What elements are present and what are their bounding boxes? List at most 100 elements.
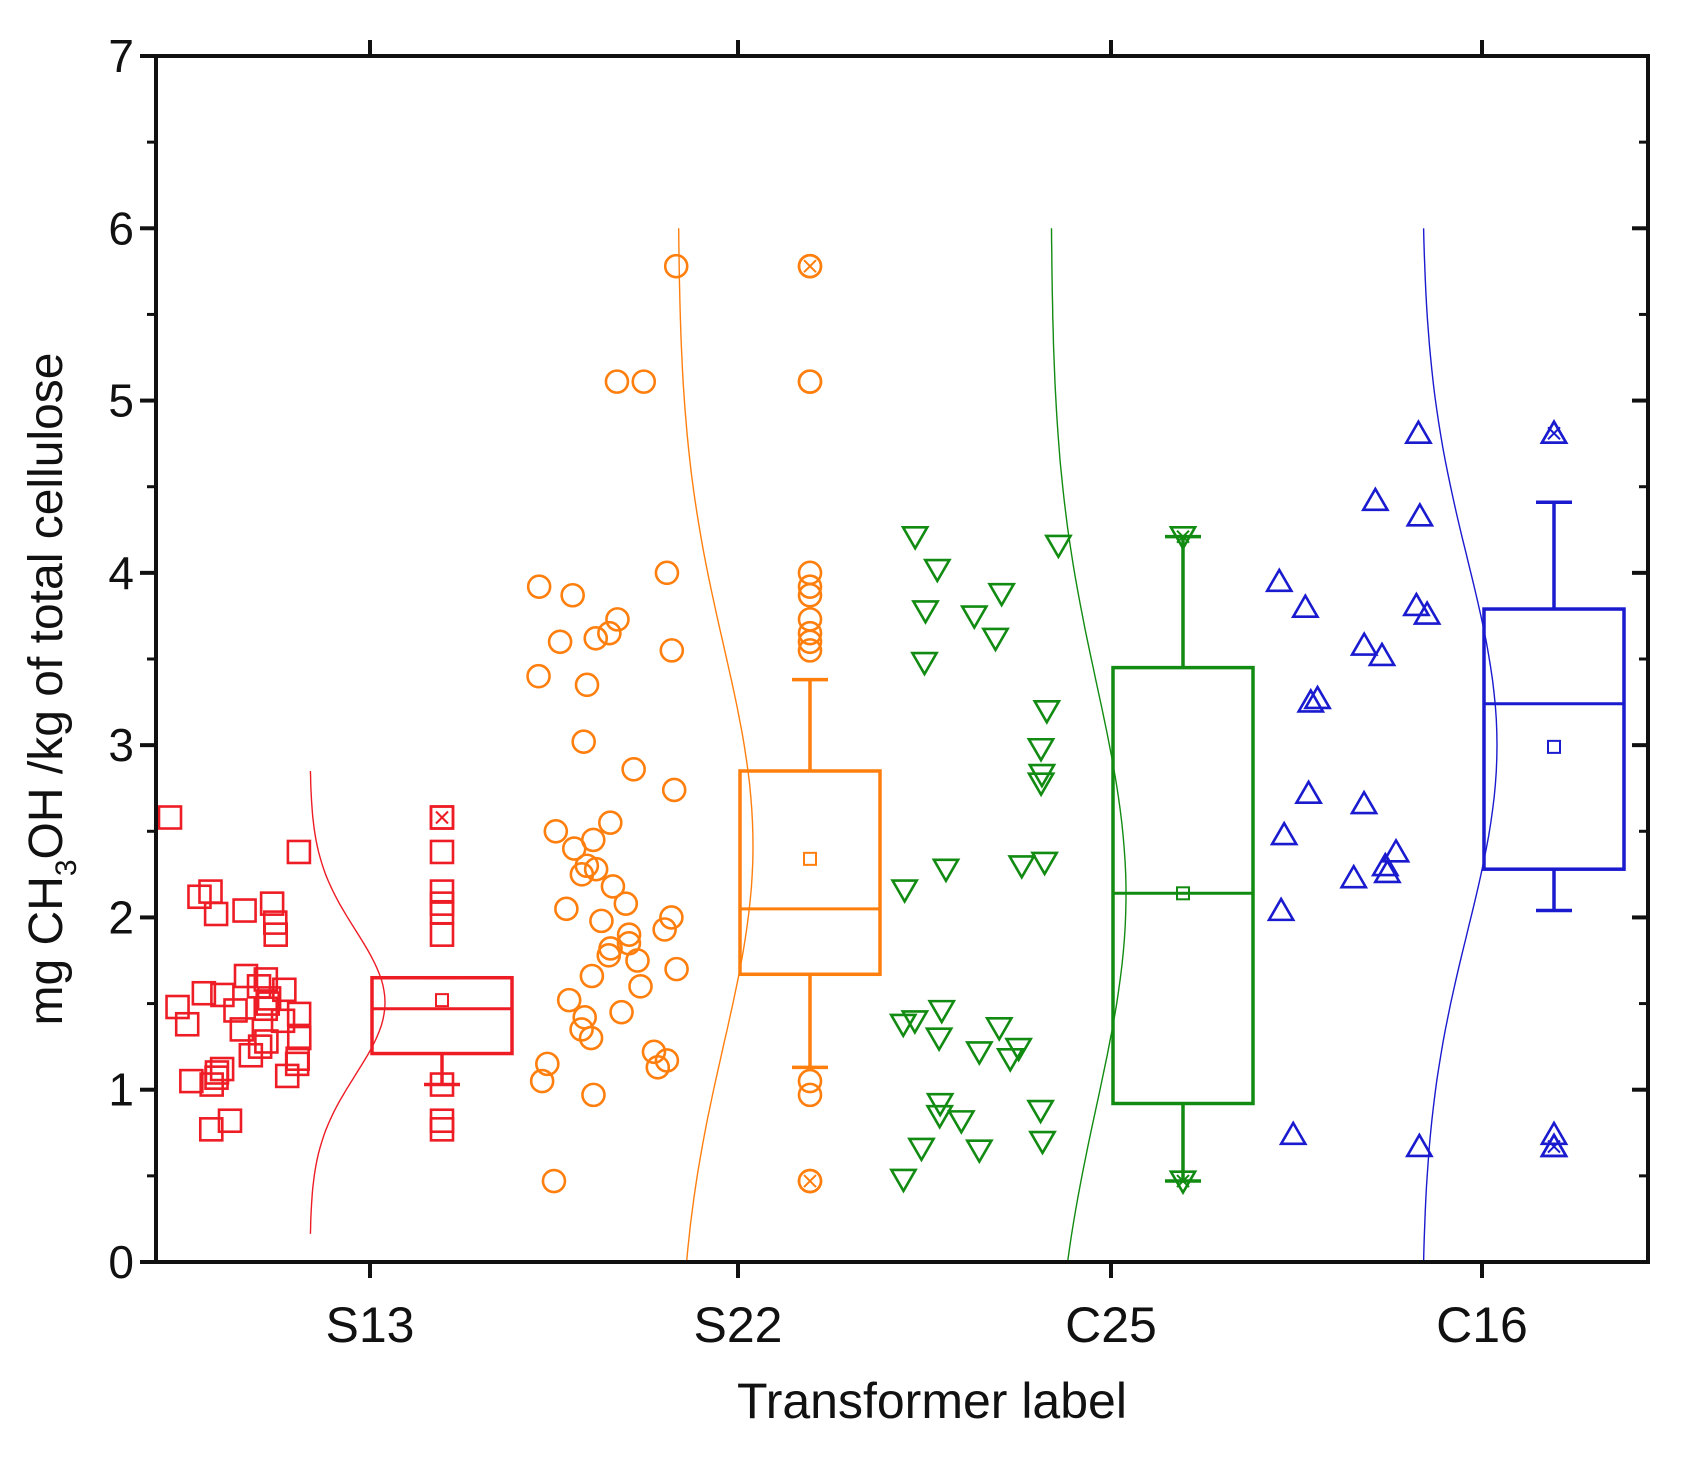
data-point-square — [210, 982, 235, 1008]
data-point-square — [429, 839, 455, 865]
data-point-triangle-up — [1539, 419, 1569, 444]
x-tick-label: S13 — [326, 1297, 415, 1353]
data-point-circle — [554, 896, 579, 922]
extreme-cross — [803, 1174, 817, 1188]
data-point-square — [274, 1063, 300, 1089]
x-axis-title: Transformer label — [737, 1373, 1127, 1429]
distribution-curve — [678, 228, 754, 1263]
y-axis-title: mg CH3OH /kg of total cellulose — [20, 353, 83, 1026]
x-tick-label: C25 — [1065, 1297, 1157, 1353]
data-point-triangle-down — [925, 1104, 955, 1130]
data-point-triangle-down — [964, 1139, 994, 1165]
data-point-square — [174, 1011, 200, 1037]
data-point-square — [223, 998, 248, 1023]
y-tick-label: 3 — [108, 719, 134, 771]
y-tick-label: 4 — [108, 547, 134, 599]
series-layer — [157, 228, 1626, 1263]
data-point-triangle-down — [911, 600, 940, 625]
data-point-triangle-down — [981, 627, 1010, 653]
data-point-circle — [659, 905, 684, 930]
box-iqr — [1482, 607, 1626, 871]
extreme-cross — [1547, 1139, 1561, 1154]
data-point-triangle-down — [927, 999, 957, 1025]
data-point-circle — [556, 987, 582, 1013]
data-point-circle — [663, 253, 689, 279]
data-point-circle — [621, 756, 646, 782]
series-C25 — [888, 228, 1255, 1263]
data-point-triangle-up — [1294, 779, 1323, 805]
data-point-square — [179, 1068, 204, 1094]
data-point-circle — [797, 638, 823, 663]
data-point-triangle-up — [1349, 789, 1379, 815]
data-point-circle — [661, 777, 687, 803]
data-point-triangle-up — [1290, 593, 1320, 618]
y-tick-label: 0 — [108, 1236, 134, 1288]
data-point-triangle-up — [1266, 896, 1296, 922]
data-point-square — [255, 991, 281, 1016]
data-point-square — [157, 805, 183, 830]
data-point-circle — [609, 999, 634, 1025]
data-point-circle — [561, 836, 587, 861]
data-point-circle — [652, 917, 677, 942]
data-point-square — [238, 1042, 264, 1068]
data-point-triangle-up — [1296, 687, 1326, 713]
box-mean-marker — [435, 993, 449, 1008]
data-point-triangle-down — [1030, 851, 1059, 877]
data-point-triangle-down — [889, 1168, 918, 1194]
extreme-cross — [1176, 1174, 1190, 1188]
data-point-triangle-down — [1168, 1170, 1198, 1196]
data-point-square — [286, 839, 312, 865]
data-point-triangle-down — [984, 1017, 1014, 1042]
data-point-circle — [541, 1168, 567, 1194]
series-C16 — [1264, 228, 1626, 1263]
data-point-circle — [560, 582, 585, 608]
data-point-triangle-down — [964, 1041, 994, 1066]
data-point-circle — [526, 574, 552, 599]
data-point-circle — [569, 862, 595, 887]
distribution-curve — [309, 770, 386, 1234]
distribution-curve — [1050, 228, 1127, 1263]
data-point-triangle-up — [1264, 567, 1294, 593]
data-point-triangle-down — [924, 1027, 954, 1053]
data-point-square — [254, 1029, 279, 1054]
data-point-square — [263, 922, 289, 947]
y-tick-label: 2 — [108, 891, 134, 943]
data-point-triangle-up — [1381, 837, 1411, 863]
data-point-triangle-down — [1168, 526, 1198, 551]
data-point-square — [259, 891, 285, 916]
data-point-square — [187, 884, 212, 910]
data-point-circle — [797, 574, 823, 599]
data-point-triangle-down — [907, 1137, 936, 1163]
box-iqr — [370, 975, 514, 1056]
data-point-triangle-down — [922, 558, 952, 584]
series-S22 — [526, 228, 882, 1263]
series-S13 — [157, 770, 514, 1234]
x-axis-ticks — [368, 40, 1484, 1278]
data-point-triangle-up — [1367, 641, 1397, 667]
data-point-triangle-up — [1349, 631, 1379, 656]
data-point-square — [191, 980, 217, 1006]
y-axis-title-prefix: mg CH — [20, 876, 73, 1025]
data-point-circle — [616, 922, 642, 947]
data-point-triangle-up — [1404, 419, 1433, 444]
y-tick-labels: 0 1 2 3 4 5 6 7 — [108, 30, 134, 1288]
data-point-circle — [574, 672, 600, 698]
x-tick-label: S22 — [694, 1297, 783, 1353]
data-point-circle — [641, 1039, 667, 1065]
data-point-circle — [579, 963, 605, 989]
data-point-square — [429, 922, 455, 947]
x-tick-label: C16 — [1436, 1297, 1528, 1353]
data-point-circle — [578, 1025, 604, 1051]
data-point-circle — [645, 1055, 671, 1080]
data-point-circle — [797, 1168, 823, 1194]
data-point-triangle-down — [946, 1110, 976, 1135]
box-iqr — [738, 769, 882, 977]
data-point-circle — [797, 1068, 823, 1094]
data-point-circle — [605, 607, 630, 632]
data-point-circle — [583, 626, 609, 651]
box-mean-marker — [1547, 739, 1561, 754]
data-point-triangle-down — [1028, 1130, 1057, 1156]
data-point-square — [165, 994, 190, 1020]
